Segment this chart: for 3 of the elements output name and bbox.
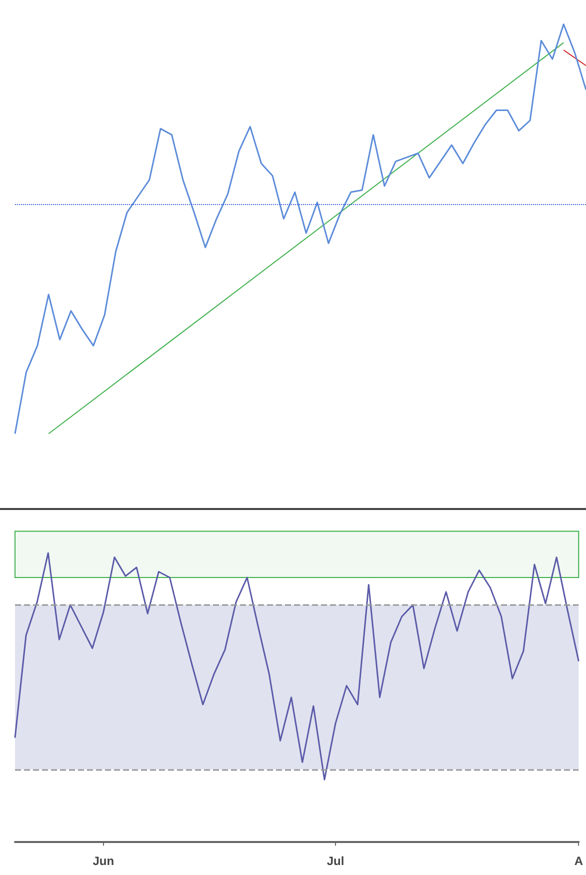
x-tick-label: Jul — [326, 854, 344, 868]
x-tick-label: Jun — [92, 854, 114, 868]
x-tick-label: A — [574, 854, 584, 868]
